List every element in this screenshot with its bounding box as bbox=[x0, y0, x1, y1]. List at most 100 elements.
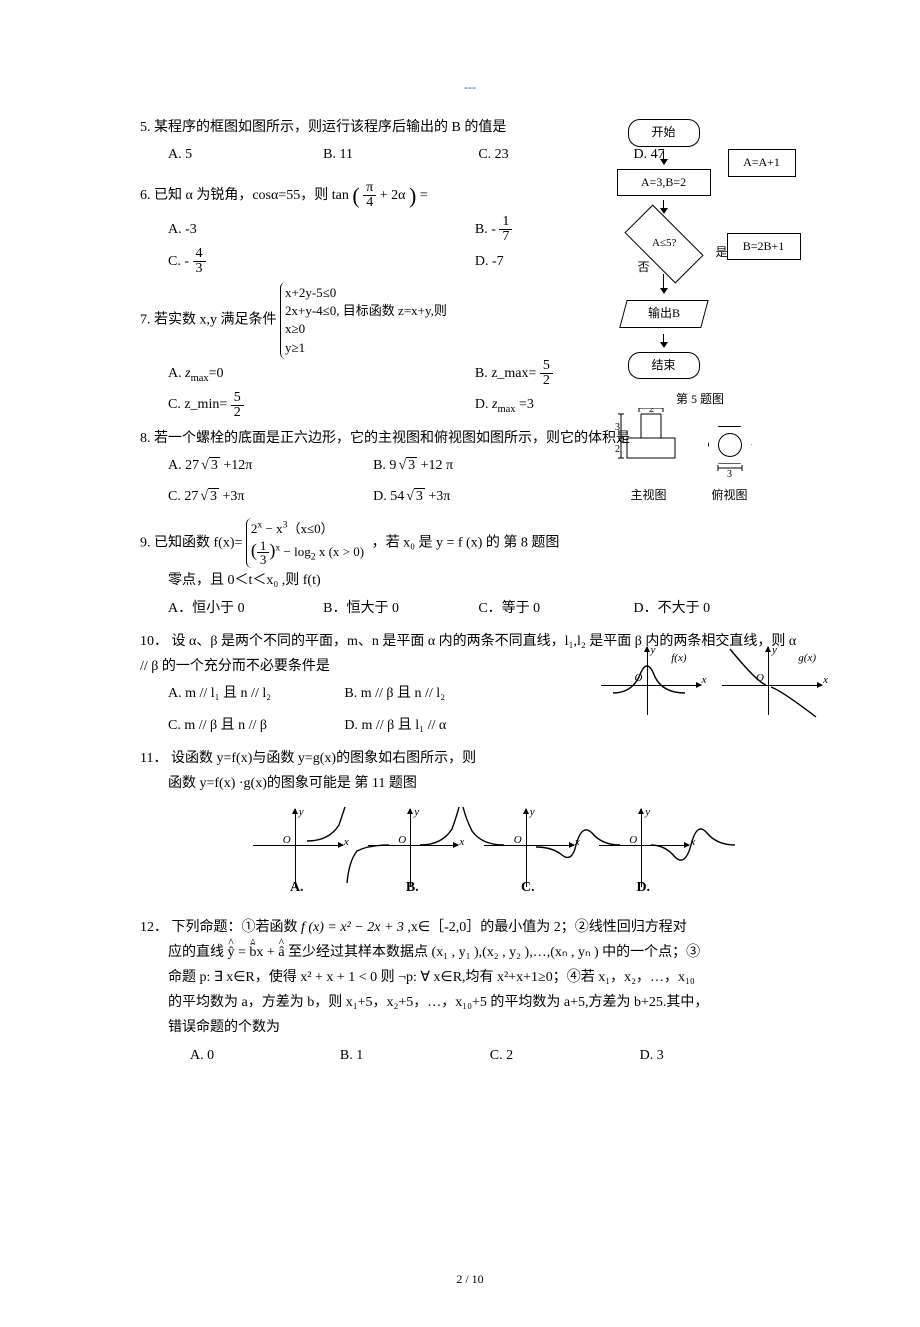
q11-text1: 设函数 y=f(x)与函数 y=g(x)的图象如右图所示，则 bbox=[171, 751, 476, 766]
q7-b-pre: B. z_max= bbox=[475, 366, 540, 381]
q6-opt-c: C. - 43 bbox=[168, 247, 471, 278]
q9-cond: 零点，且 0＜t＜x₀ ,则 f(t) bbox=[140, 568, 800, 593]
graph-gx: Oxy g(x) bbox=[716, 643, 826, 723]
svg-text:3: 3 bbox=[615, 422, 620, 433]
q6-b-num: 1 bbox=[499, 215, 512, 230]
page-footer: 2 / 10 bbox=[140, 1272, 800, 1287]
q6-text-pre: 已知 α 为锐角，cosα=55，则 tan bbox=[154, 188, 349, 203]
q7-text-pre: 若实数 x,y 满足条件 bbox=[154, 313, 277, 328]
question-11: 11． 设函数 y=f(x)与函数 y=g(x)的图象如右图所示，则 函数 y=… bbox=[140, 746, 800, 894]
q11-answer-graphs: Oxy A. Oxy B. Oxy C. Oxy D. bbox=[140, 805, 800, 895]
q9-opt-b: B．恒大于 0 bbox=[323, 594, 475, 625]
q12-options: A. 0 B. 1 C. 2 D. 3 bbox=[140, 1041, 800, 1072]
header-dash: --- bbox=[140, 80, 800, 95]
q7-options-row1: A. zmax=0 B. z_max= 52 bbox=[140, 359, 800, 390]
q10-options: A. m // l₁ 且 n // l₂B. m // β 且 n // l₂ … bbox=[140, 679, 528, 742]
q11-label-d: D. bbox=[593, 875, 693, 900]
q10-opt-b: B. m // β 且 n // l₂ bbox=[344, 679, 520, 710]
q7-c-den: 2 bbox=[231, 406, 244, 420]
main-view: 2 3 2 主视图 bbox=[609, 408, 689, 507]
q5-text: 某程序的框图如图所示，则运行该程序后输出的 B 的值是 bbox=[154, 120, 506, 135]
question-8: 8. 若一个螺栓的底面是正六边形，它的主视图和俯视图如图所示，则它的体积是 A.… bbox=[140, 426, 800, 514]
q6-num: 6. bbox=[140, 188, 151, 203]
q6-opt-d: D. -7 bbox=[475, 247, 778, 278]
q6-c-den: 3 bbox=[193, 262, 206, 276]
q6-b-pre: B. - bbox=[475, 222, 500, 237]
q7-opt-c: C. z_min= 52 bbox=[168, 390, 471, 421]
q6-options-row2: C. - 43 D. -7 bbox=[140, 247, 800, 278]
q12-line3: 命题 p: ∃ x∈R，使得 x² + x + 1 < 0 则 ¬p: ∀ x∈… bbox=[140, 970, 695, 985]
q9-text-mid: ，若 x₀ 是 y = f (x) 的 bbox=[372, 535, 500, 550]
q12-opt-d: D. 3 bbox=[640, 1041, 786, 1072]
q10-opt-c: C. m // β 且 n // β bbox=[168, 711, 344, 742]
q11-graph-d: Oxy D. bbox=[593, 805, 693, 895]
q7-brace: x+2y-5≤0 2x+y-4≤0, 目标函数 z=x+y,则 x≥0 y≥1 bbox=[280, 282, 451, 359]
q6-frac-pi4: π4 bbox=[363, 181, 376, 210]
question-10: 10． 设 α、β 是两个不同的平面，m、n 是平面 α 内的两条不同直线，l₁… bbox=[140, 629, 800, 742]
q7-c-num: 5 bbox=[231, 391, 244, 406]
q10-num: 10． bbox=[140, 634, 168, 649]
q8-options: A. 27√3 +12π B. 9√3 +12 π C. 27√3 +3π D.… bbox=[140, 451, 588, 514]
q9-line2: (13)x − log2 x (x > 0) bbox=[251, 538, 364, 567]
main-view-svg: 2 3 2 bbox=[609, 408, 689, 478]
fc-ap1: A=A+1 bbox=[728, 149, 796, 177]
q9-opt-c: C．等于 0 bbox=[478, 594, 630, 625]
q12-line2: 应的直线 ŷ = b̂x + â 至少经过其样本数据点 (x₁ , y₁ ),(… bbox=[140, 945, 700, 960]
question-9: 9. 已知函数 f(x)= 2x − x3（x≤0） (13)x − log2 … bbox=[140, 518, 800, 625]
q11-label-c: C. bbox=[478, 875, 578, 900]
q9-brace: 2x − x3（x≤0） (13)x − log2 x (x > 0) bbox=[246, 518, 368, 569]
q6-opt-a: A. -3 bbox=[168, 215, 471, 246]
q12-opt-c: C. 2 bbox=[490, 1041, 636, 1072]
q12-l1b: f (x) = x² − 2x + 3 bbox=[301, 920, 404, 935]
views-figure: 2 3 2 主视图 3 俯视图 bbox=[550, 408, 810, 507]
q5-num: 5. bbox=[140, 120, 151, 135]
q5-opt-b: B. 11 bbox=[323, 140, 475, 171]
q9-opt-a: A．恒小于 0 bbox=[168, 594, 320, 625]
q9-num: 9. bbox=[140, 535, 151, 550]
question-12: 12． 下列命题：①若函数 f (x) = x² − 2x + 3 ,x∈［-2… bbox=[140, 915, 800, 1072]
q5-opt-a: A. 5 bbox=[168, 140, 320, 171]
q10-opt-a: A. m // l₁ 且 n // l₂ bbox=[168, 679, 344, 710]
q7-opt-b: B. z_max= 52 bbox=[475, 359, 778, 390]
q11-label-b: B. bbox=[362, 875, 462, 900]
q10-opt-d: D. m // β 且 l₁ // α bbox=[344, 711, 520, 742]
q7-b-num: 5 bbox=[540, 359, 553, 374]
q7-cond2: 2x+y-4≤0, 目标函数 z=x+y,则 bbox=[285, 302, 447, 320]
q6-plus2a: + 2α bbox=[380, 188, 406, 203]
q11-graph-c: Oxy C. bbox=[478, 805, 578, 895]
svg-text:2: 2 bbox=[649, 408, 654, 415]
q6-c-num: 4 bbox=[193, 247, 206, 262]
q9-opt-d: D．不大于 0 bbox=[634, 594, 786, 625]
top-view-label: 俯视图 bbox=[708, 485, 752, 507]
graph-fx: Oxy f(x) bbox=[595, 643, 705, 723]
q12-l1c: ,x∈［-2,0］的最小值为 2；②线性回归方程对 bbox=[407, 920, 686, 935]
q9-line1: 2x − x3（x≤0） bbox=[251, 520, 364, 538]
q6-eq: = bbox=[420, 188, 428, 203]
q11-label-a: A. bbox=[247, 875, 347, 900]
q7-opt-a: A. zmax=0 bbox=[168, 359, 471, 390]
main-view-label: 主视图 bbox=[609, 485, 689, 507]
q8-opt-c: C. 27√3 +3π bbox=[168, 482, 370, 513]
q7-cond1: x+2y-5≤0 bbox=[285, 284, 447, 302]
q12-line5: 错误命题的个数为 bbox=[140, 1020, 280, 1035]
q12-opt-b: B. 1 bbox=[340, 1041, 486, 1072]
svg-text:2: 2 bbox=[615, 444, 620, 455]
q7-num: 7. bbox=[140, 313, 151, 328]
q11-source-graphs: Oxy f(x) Oxy g(x) bbox=[591, 643, 831, 732]
q9-options: A．恒小于 0 B．恒大于 0 C．等于 0 D．不大于 0 bbox=[140, 594, 800, 625]
q7-cond3: x≥0 bbox=[285, 320, 447, 338]
hexagon-icon bbox=[708, 426, 752, 464]
q7-b-den: 2 bbox=[540, 374, 553, 388]
q8-caption: 第 8 题图 bbox=[503, 535, 559, 550]
question-6: 6. 已知 α 为锐角，cosα=55，则 tan ( π4 + 2α ) = … bbox=[140, 176, 800, 278]
q12-opt-a: A. 0 bbox=[190, 1041, 336, 1072]
q6-options-row1: A. -3 B. - 17 bbox=[140, 215, 800, 246]
q12-line4: 的平均数为 a，方差为 b，则 x₁+5，x₂+5，…，x₁₀+5 的平均数为 … bbox=[140, 995, 708, 1010]
q6-b-den: 7 bbox=[499, 230, 512, 244]
fc-start: 开始 bbox=[628, 119, 700, 147]
q8-opt-d: D. 54√3 +3π bbox=[373, 482, 575, 513]
q6-c-pre: C. - bbox=[168, 254, 193, 269]
page: --- 5. 某程序的框图如图所示，则运行该程序后输出的 B 的值是 A. 5 … bbox=[0, 0, 920, 1327]
q7-cond4: y≥1 bbox=[285, 339, 447, 357]
svg-text:3: 3 bbox=[727, 469, 732, 478]
